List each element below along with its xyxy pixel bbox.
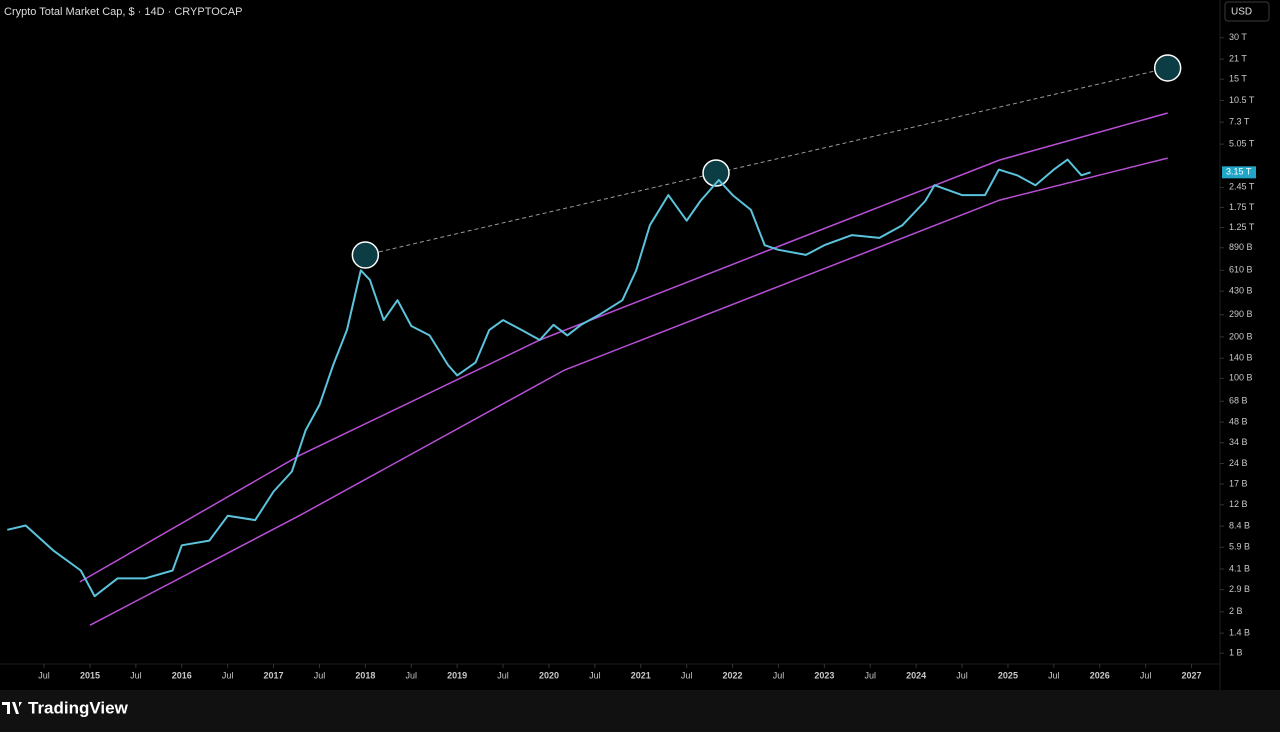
- y-tick-label: 15 T: [1229, 74, 1247, 84]
- x-tick-label: Jul: [681, 670, 693, 680]
- y-tick-label: 2.45 T: [1229, 182, 1255, 192]
- x-tick-label: 2019: [447, 670, 467, 680]
- y-tick-label: 21 T: [1229, 53, 1247, 63]
- x-tick-label: Jul: [956, 670, 968, 680]
- y-tick-label: 4.1 B: [1229, 563, 1250, 573]
- y-tick-label: 48 B: [1229, 416, 1248, 426]
- y-tick-label: 8.4 B: [1229, 521, 1250, 531]
- last-price-tag: [1222, 166, 1256, 179]
- x-tick-label: 2021: [631, 670, 651, 680]
- y-tick-label: 430 B: [1229, 286, 1253, 296]
- y-tick-label: 200 B: [1229, 331, 1253, 341]
- y-tick-label: 7.3 T: [1229, 117, 1250, 127]
- x-tick-label: 2017: [264, 670, 284, 680]
- chart-title: Crypto Total Market Cap, $ · 14D · CRYPT…: [4, 6, 242, 18]
- x-tick-label: 2027: [1182, 670, 1202, 680]
- peak-marker: [351, 241, 380, 269]
- x-tick-label: 2016: [172, 670, 192, 680]
- brand-logo: [2, 702, 22, 714]
- x-tick-label: Jul: [1140, 670, 1152, 680]
- x-tick-label: 2020: [539, 670, 559, 680]
- y-tick-label: 140 B: [1229, 353, 1253, 363]
- brand-name: TradingView: [28, 698, 129, 717]
- y-tick-label: 2.9 B: [1229, 584, 1250, 594]
- x-tick-label: Jul: [773, 670, 785, 680]
- x-tick-label: Jul: [222, 670, 234, 680]
- channel-line: [79, 112, 1168, 583]
- currency-label[interactable]: USD: [1231, 7, 1252, 18]
- channel-line: [89, 157, 1168, 626]
- x-tick-label: 2025: [998, 670, 1018, 680]
- x-tick-label: 2023: [814, 670, 834, 680]
- x-tick-label: 2022: [723, 670, 743, 680]
- x-tick-label: 2026: [1090, 670, 1110, 680]
- footer-bar: [0, 690, 1280, 732]
- y-tick-label: 17 B: [1229, 478, 1248, 488]
- y-tick-label: 12 B: [1229, 499, 1248, 509]
- x-tick-label: Jul: [497, 670, 509, 680]
- logo-icon: [2, 702, 22, 714]
- price-line: [7, 158, 1091, 598]
- y-tick-label: 10.5 T: [1229, 95, 1255, 105]
- y-tick-label: 1.75 T: [1229, 202, 1255, 212]
- x-tick-label: Jul: [314, 670, 326, 680]
- y-tick-label: 1 B: [1229, 648, 1243, 658]
- y-tick-label: 30 T: [1229, 32, 1247, 42]
- y-tick-label: 1.4 B: [1229, 628, 1250, 638]
- x-tick-label: Jul: [589, 670, 601, 680]
- y-tick-label: 34 B: [1229, 437, 1248, 447]
- x-tick-label: 2024: [906, 670, 926, 680]
- x-tick-label: Jul: [405, 670, 417, 680]
- y-tick-label: 68 B: [1229, 396, 1248, 406]
- y-tick-label: 100 B: [1229, 373, 1253, 383]
- y-tick-label: 5.05 T: [1229, 139, 1255, 149]
- y-tick-label: 5.9 B: [1229, 542, 1250, 552]
- x-tick-label: Jul: [1048, 670, 1060, 680]
- y-tick-label: 610 B: [1229, 265, 1253, 275]
- peak-marker: [702, 159, 730, 187]
- x-tick-label: Jul: [38, 670, 50, 680]
- x-tick-label: 2015: [80, 670, 100, 680]
- x-tick-label: Jul: [864, 670, 876, 680]
- y-tick-label: 1.25 T: [1229, 222, 1255, 232]
- y-tick-label: 24 B: [1229, 458, 1248, 468]
- x-tick-label: 2018: [355, 670, 375, 680]
- y-tick-label: 2 B: [1229, 606, 1243, 616]
- peak-marker: [1153, 54, 1182, 82]
- y-tick-label: 290 B: [1229, 309, 1253, 319]
- y-tick-label: 890 B: [1229, 242, 1253, 252]
- last-price-label: 3.15 T: [1226, 167, 1252, 177]
- x-tick-label: Jul: [130, 670, 142, 680]
- currency-button[interactable]: [1224, 1, 1270, 22]
